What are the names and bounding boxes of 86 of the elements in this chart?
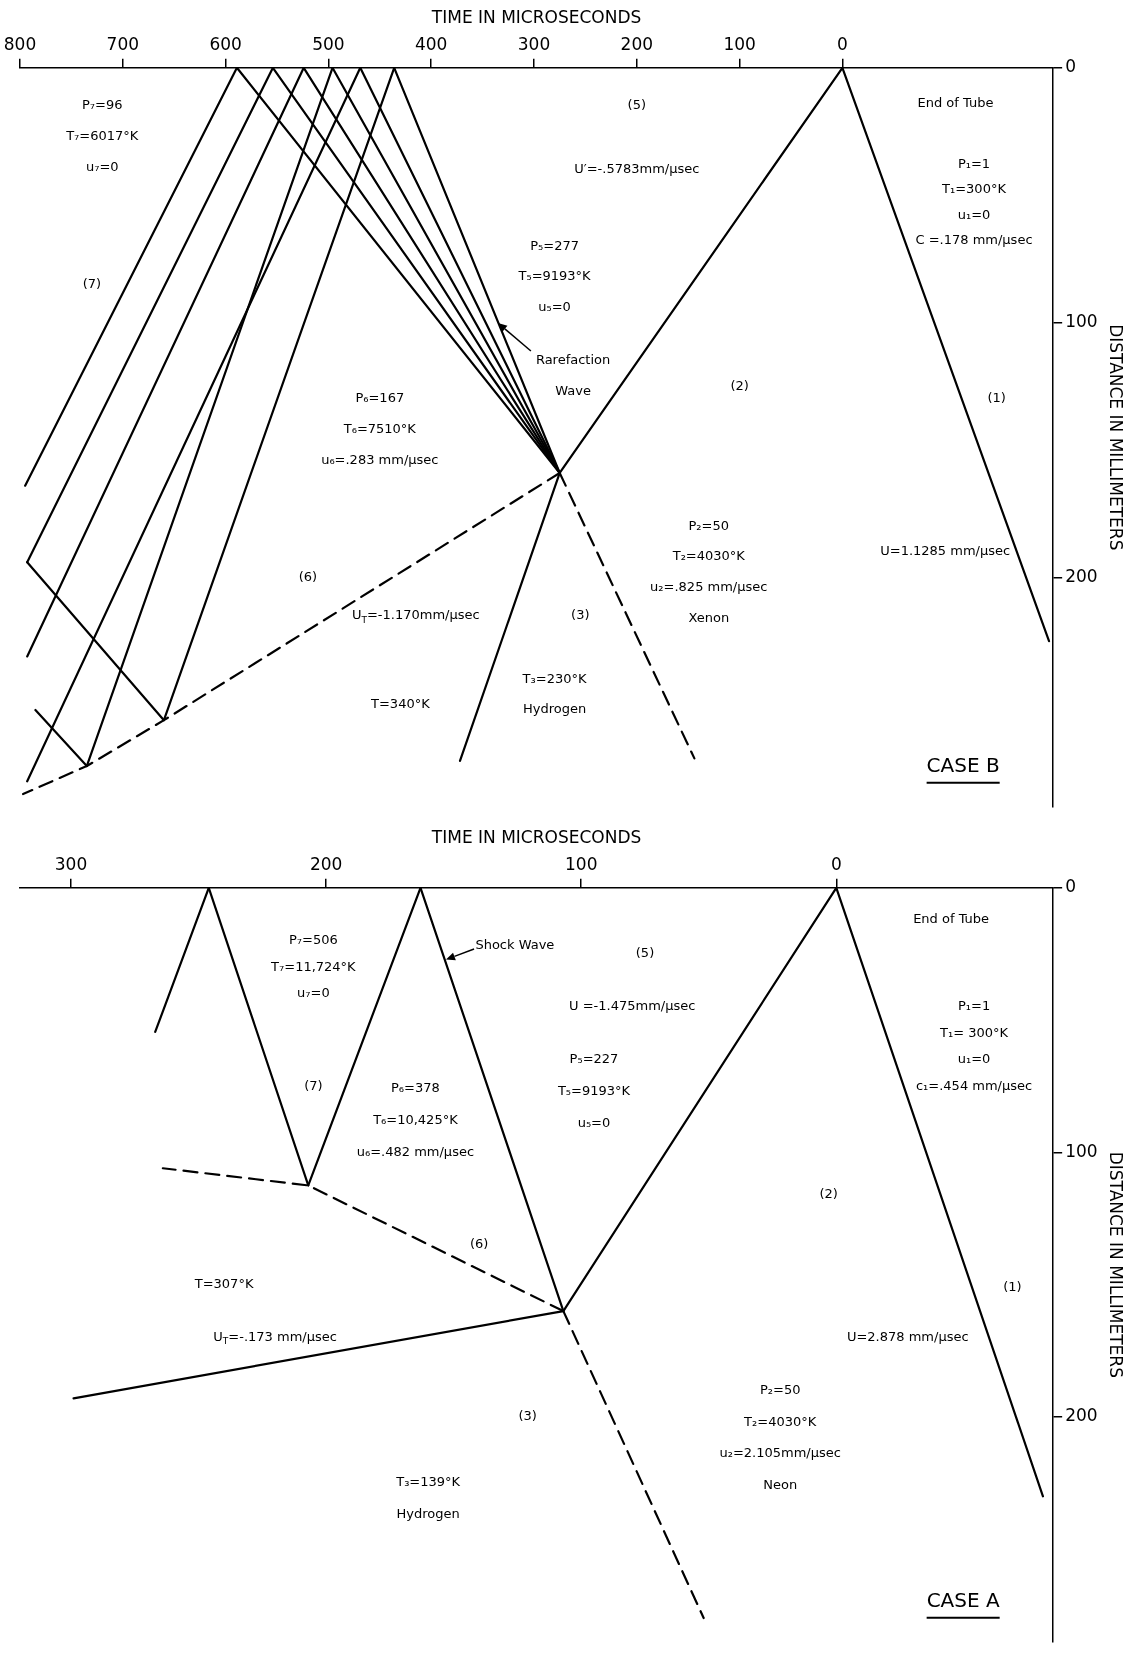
- annotation: (1): [987, 390, 1006, 406]
- annotation: T₃=139°K: [395, 1474, 461, 1490]
- annotation: (1): [1003, 1278, 1022, 1294]
- annotation: u₂=2.105mm/µsec: [719, 1445, 841, 1461]
- annotation: T₆=10,425°K: [372, 1111, 459, 1127]
- annotation: End of Tube: [917, 94, 994, 110]
- y-tick-label: 200: [1065, 565, 1098, 586]
- x-tick-label: 600: [209, 34, 242, 55]
- x-tick-label: 200: [309, 854, 343, 875]
- annotation: Xenon: [688, 609, 730, 625]
- annotation: P₅=277: [530, 237, 579, 253]
- x-tick-label: 100: [564, 854, 598, 875]
- annotation: P₇=506: [288, 932, 338, 948]
- annotation: T₂=4030°K: [671, 548, 746, 564]
- annotation: Wave: [555, 382, 591, 398]
- annotation: U =-1.475mm/µsec: [569, 998, 696, 1014]
- y-tick-label: 0: [1065, 876, 1076, 897]
- annotation: P₁=1: [957, 156, 991, 172]
- x-tick-label: 200: [620, 34, 654, 55]
- annotation: u₅=0: [538, 298, 571, 314]
- annotation: T₂=4030°K: [743, 1413, 817, 1429]
- text: CASE B: [926, 753, 1000, 777]
- annotation: Hydrogen: [522, 701, 587, 717]
- annotation: T=340°K: [370, 696, 431, 712]
- annotation: T₅=9193°K: [556, 1082, 631, 1098]
- x-tick-label: 500: [312, 34, 345, 55]
- annotation: Rarefaction: [535, 352, 611, 368]
- annotation: T=307°K: [193, 1276, 254, 1292]
- text: CASE A: [926, 1588, 1000, 1612]
- annotation: T₇=6017°K: [65, 127, 139, 143]
- annotation: (7): [304, 1077, 323, 1093]
- annotation: U=1.1285 mm/µsec: [880, 543, 1011, 559]
- annotation: Hydrogen: [396, 1506, 460, 1522]
- annotation: T₇=11,724°K: [270, 958, 357, 974]
- annotation: U=2.878 mm/µsec: [846, 1328, 969, 1344]
- y-tick-label: 0: [1065, 56, 1076, 77]
- x-tick-label: 100: [723, 34, 756, 55]
- annotation: U′=-.5783mm/µsec: [574, 161, 700, 177]
- annotation: u₅=0: [577, 1114, 611, 1130]
- annotation: T₁=300°K: [941, 181, 1007, 197]
- annotation: u₆=.482 mm/µsec: [356, 1143, 475, 1159]
- x-tick-label: 400: [414, 34, 448, 55]
- annotation: P₂=50: [759, 1381, 801, 1397]
- annotation: P₇=96: [82, 97, 123, 113]
- x-tick-label: 800: [3, 34, 37, 55]
- annotation: u₂=.825 mm/µsec: [650, 579, 768, 595]
- annotation: u₇=0: [85, 158, 119, 174]
- y-axis-title: DISTANCE IN MILLIMETERS: [1106, 324, 1127, 551]
- y-axis-title: DISTANCE IN MILLIMETERS: [1106, 1151, 1127, 1378]
- annotation: u₁=0: [957, 1051, 991, 1067]
- annotation: Shock Wave: [475, 937, 555, 953]
- y-tick-label: 100: [1065, 1140, 1098, 1161]
- annotation: T₆=7510°K: [342, 421, 417, 437]
- x-tick-label: 700: [106, 34, 140, 55]
- annotation: (3): [571, 607, 590, 623]
- x-axis-title: TIME IN MICROSECONDS: [430, 826, 642, 847]
- annotation: (6): [298, 568, 318, 584]
- annotation: T₃=230°K: [521, 670, 587, 686]
- annotation: C =.178 mm/µsec: [915, 232, 1033, 248]
- annotation: c₁=.454 mm/µsec: [915, 1077, 1033, 1093]
- annotation: P₆=378: [391, 1080, 440, 1096]
- annotation: P₅=227: [569, 1051, 619, 1067]
- annotation: P₂=50: [688, 517, 730, 533]
- annotation: (3): [518, 1408, 537, 1424]
- annotation: u₆=.283 mm/µsec: [321, 451, 439, 467]
- x-tick-label: 300: [54, 854, 88, 875]
- annotation: (7): [82, 275, 102, 291]
- y-tick-label: 200: [1065, 1405, 1098, 1426]
- annotation: Neon: [763, 1477, 798, 1493]
- x-tick-label: 0: [830, 854, 842, 875]
- annotation: (6): [469, 1236, 489, 1252]
- x-tick-label: 300: [517, 34, 551, 55]
- annotation: P₁=1: [957, 998, 991, 1014]
- annotation: (2): [730, 377, 749, 393]
- annotation: u₁=0: [957, 206, 991, 222]
- annotation: T₅=9193°K: [517, 268, 592, 284]
- annotation: u₇=0: [297, 985, 330, 1000]
- annotation: (5): [635, 945, 655, 961]
- y-tick-label: 100: [1065, 311, 1098, 332]
- annotation: (2): [819, 1186, 838, 1202]
- annotation: (5): [627, 97, 647, 113]
- annotation: T₁= 300°K: [939, 1024, 1009, 1040]
- x-axis-title: TIME IN MICROSECONDS: [430, 6, 642, 27]
- annotation: P₆=167: [355, 390, 405, 406]
- x-tick-label: 0: [837, 34, 848, 55]
- annotation: End of Tube: [913, 910, 990, 926]
